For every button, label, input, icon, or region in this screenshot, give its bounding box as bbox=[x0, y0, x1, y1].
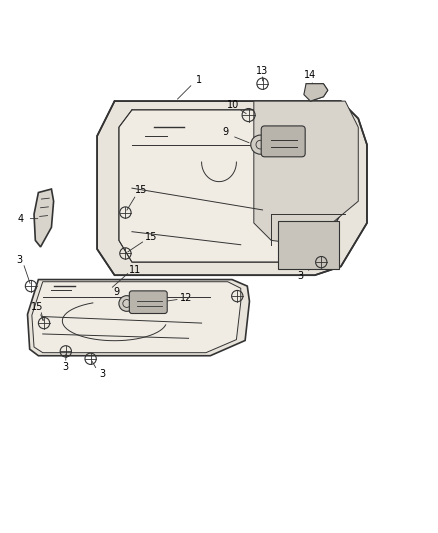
Text: 3: 3 bbox=[17, 255, 23, 265]
Polygon shape bbox=[254, 101, 358, 245]
Text: 11: 11 bbox=[129, 265, 141, 275]
FancyBboxPatch shape bbox=[261, 126, 305, 157]
Text: 9: 9 bbox=[113, 287, 120, 297]
Polygon shape bbox=[32, 282, 241, 353]
Polygon shape bbox=[28, 279, 250, 356]
Text: 3: 3 bbox=[298, 271, 304, 281]
Polygon shape bbox=[304, 84, 328, 101]
Text: 15: 15 bbox=[31, 302, 43, 312]
Text: 15: 15 bbox=[134, 185, 147, 195]
Text: 10: 10 bbox=[227, 100, 239, 110]
Text: 15: 15 bbox=[145, 232, 158, 242]
FancyBboxPatch shape bbox=[278, 221, 339, 269]
FancyBboxPatch shape bbox=[129, 291, 167, 313]
Text: 9: 9 bbox=[223, 127, 229, 138]
Text: 4: 4 bbox=[18, 214, 24, 224]
Text: 3: 3 bbox=[99, 369, 106, 379]
Text: 3: 3 bbox=[63, 362, 69, 373]
Polygon shape bbox=[119, 110, 341, 262]
Text: 13: 13 bbox=[256, 66, 268, 76]
Text: 12: 12 bbox=[180, 293, 193, 303]
Polygon shape bbox=[34, 189, 53, 247]
Text: 1: 1 bbox=[196, 75, 202, 85]
Circle shape bbox=[119, 296, 134, 311]
Polygon shape bbox=[97, 101, 367, 275]
Text: 14: 14 bbox=[304, 70, 317, 80]
Circle shape bbox=[251, 135, 270, 154]
